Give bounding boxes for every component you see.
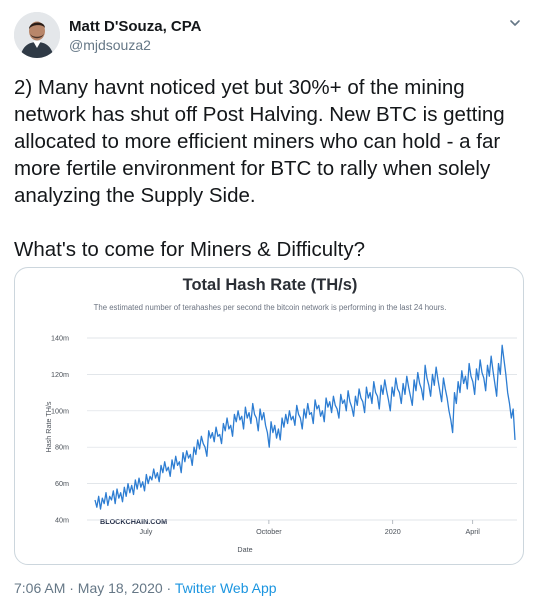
watermark-label: BLOCKCHAIN.COM xyxy=(100,517,167,526)
hash-rate-series-line xyxy=(94,344,516,510)
x-tick-label: 2020 xyxy=(385,527,401,536)
x-axis-label: Date xyxy=(237,545,252,554)
y-tick-label: 60m xyxy=(55,479,69,488)
y-tick-label: 80m xyxy=(55,443,69,452)
x-tick-label: October xyxy=(256,527,282,536)
meta-separator: · xyxy=(162,580,175,596)
chevron-down-icon[interactable] xyxy=(508,16,522,30)
y-axis-label: Hash Rate TH/s xyxy=(44,401,53,452)
y-tick-label: 100m xyxy=(51,406,69,415)
y-tick-label: 120m xyxy=(51,370,69,379)
hash-rate-chart: Total Hash Rate (TH/s) The estimated num… xyxy=(44,276,517,554)
y-tick-label: 140m xyxy=(51,334,69,343)
chart-subtitle: The estimated number of terahashes per s… xyxy=(94,303,447,312)
tweet-timestamp[interactable]: 7:06 AM · May 18, 2020 xyxy=(14,580,163,596)
y-tick-label: 40m xyxy=(55,516,69,525)
tweet-text: 2) Many havnt noticed yet but 30%+ of th… xyxy=(14,76,505,261)
author-display-name[interactable]: Matt D'Souza, CPA xyxy=(69,18,202,35)
author-block: Matt D'Souza, CPA @mjdsouza2 xyxy=(69,17,201,54)
x-tick-label: April xyxy=(466,527,481,536)
person-avatar-icon[interactable] xyxy=(14,12,60,58)
chart-title: Total Hash Rate (TH/s) xyxy=(183,276,358,294)
x-tick-label: July xyxy=(140,527,153,536)
tweet-header: Matt D'Souza, CPA @mjdsouza2 xyxy=(14,10,524,60)
tweet-meta: 7:06 AM · May 18, 2020 · Twitter Web App xyxy=(14,579,277,597)
author-handle[interactable]: @mjdsouza2 xyxy=(69,37,151,53)
tweet-source-link[interactable]: Twitter Web App xyxy=(174,580,277,596)
attached-image-card[interactable]: Total Hash Rate (TH/s) The estimated num… xyxy=(14,267,524,565)
